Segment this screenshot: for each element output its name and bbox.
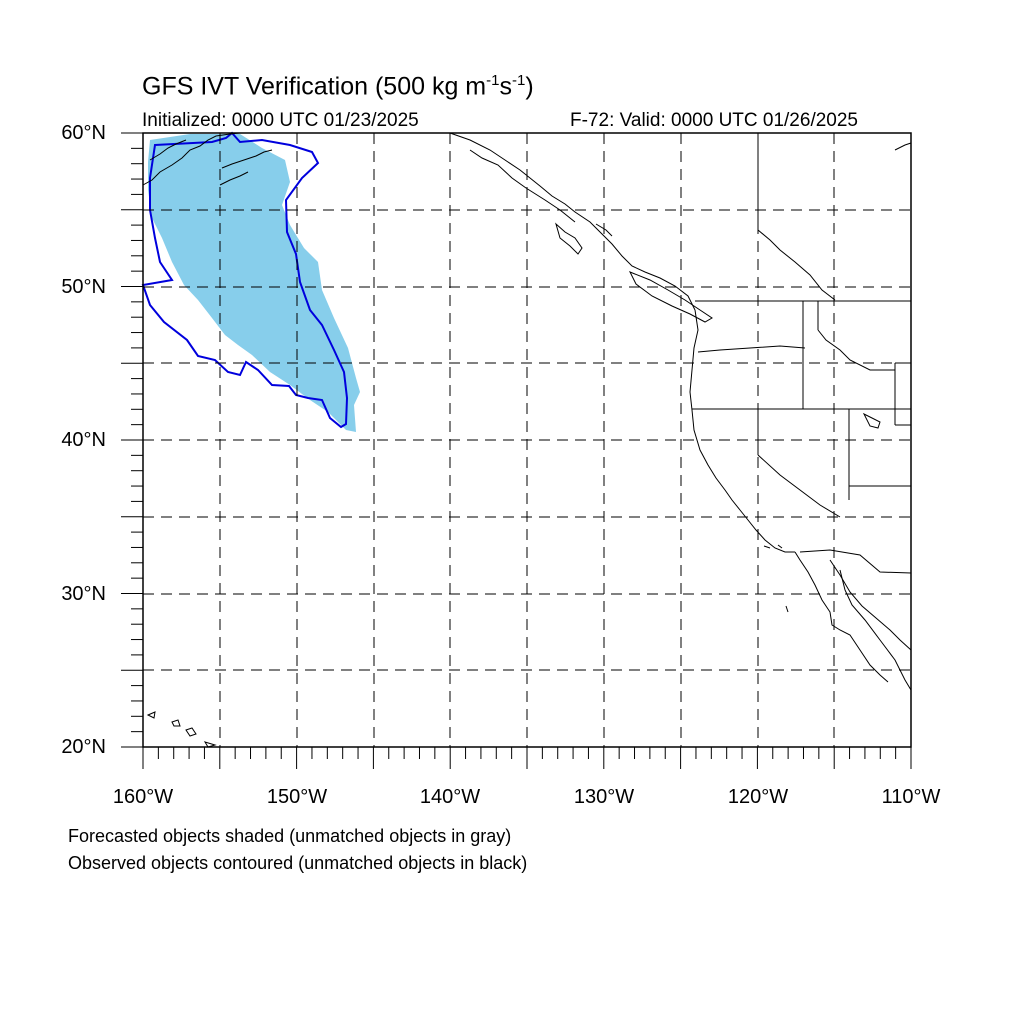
- lon-label: 130°W: [573, 786, 635, 808]
- lat-label: 30°N: [61, 583, 106, 605]
- lon-label: 150°W: [266, 786, 328, 808]
- state-borders: [692, 133, 912, 574]
- lon-label: 110°W: [881, 786, 941, 808]
- lon-label: 140°W: [419, 786, 481, 808]
- observed-object-contour: [141, 131, 349, 429]
- chart-title: GFS IVT Verification (500 kg m-1s-1): [142, 72, 534, 101]
- lat-label: 60°N: [61, 122, 106, 144]
- axis-ticks: [121, 132, 912, 769]
- forecast-object: [148, 134, 360, 432]
- lat-label: 20°N: [61, 736, 106, 758]
- coastlines: [142, 132, 912, 748]
- forecast-legend-note: Forecasted objects shaded (unmatched obj…: [68, 826, 512, 846]
- initialized-time: Initialized: 0000 UTC 01/23/2025: [142, 110, 419, 131]
- lon-label: 160°W: [112, 786, 174, 808]
- lon-label: 120°W: [727, 786, 789, 808]
- lat-label: 50°N: [61, 276, 106, 298]
- observed-legend-note: Observed objects contoured (unmatched ob…: [68, 853, 528, 873]
- lat-label: 40°N: [61, 429, 106, 451]
- valid-time: F-72: Valid: 0000 UTC 01/26/2025: [570, 110, 858, 131]
